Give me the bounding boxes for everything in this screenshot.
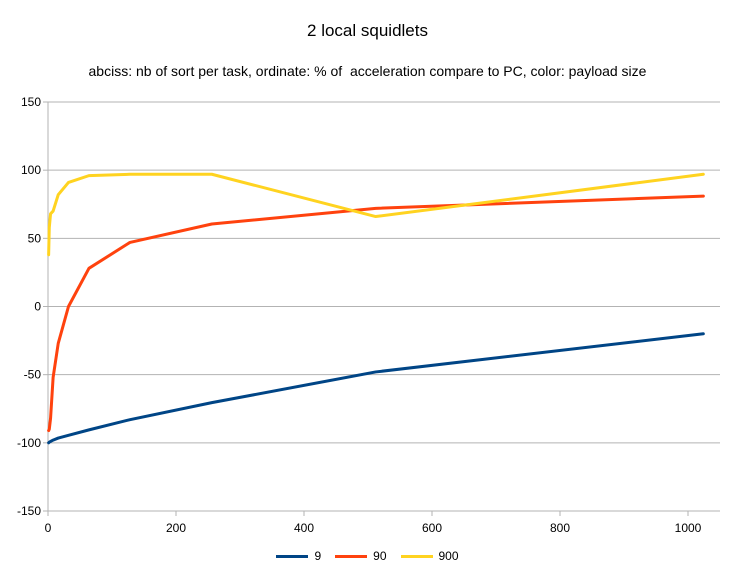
y-tick-label: -100 <box>17 436 41 450</box>
y-tick-label: -50 <box>24 368 42 382</box>
series-line-90 <box>47 194 705 433</box>
x-tick-label: 400 <box>294 521 314 535</box>
x-tick-label: 600 <box>422 521 442 535</box>
y-tick-label: 150 <box>21 95 41 109</box>
chart-title: 2 local squidlets <box>307 21 428 40</box>
legend-swatch <box>276 554 309 558</box>
legend-item-900: 900 <box>400 549 459 563</box>
x-tick-label: 1000 <box>675 521 702 535</box>
legend: 9 90 900 <box>0 549 735 563</box>
y-tick-label: 50 <box>28 231 42 245</box>
legend-label: 90 <box>373 549 387 563</box>
y-tick-label: -150 <box>17 504 41 518</box>
chart-subtitle: abciss: nb of sort per task, ordinate: %… <box>88 63 647 79</box>
legend-swatch <box>335 554 368 558</box>
x-tick-label: 200 <box>166 521 186 535</box>
y-tick-label: 0 <box>34 300 41 314</box>
series-line-900 <box>47 172 705 257</box>
legend-label: 9 <box>314 549 322 563</box>
x-tick-label: 0 <box>45 521 52 535</box>
legend-item-90: 90 <box>335 549 387 563</box>
legend-swatch <box>400 554 433 558</box>
series-line-9 <box>47 332 705 445</box>
x-tick-label: 800 <box>550 521 570 535</box>
legend-label: 900 <box>438 549 459 563</box>
legend-item-9: 9 <box>276 549 321 563</box>
y-tick-label: 100 <box>21 163 41 177</box>
